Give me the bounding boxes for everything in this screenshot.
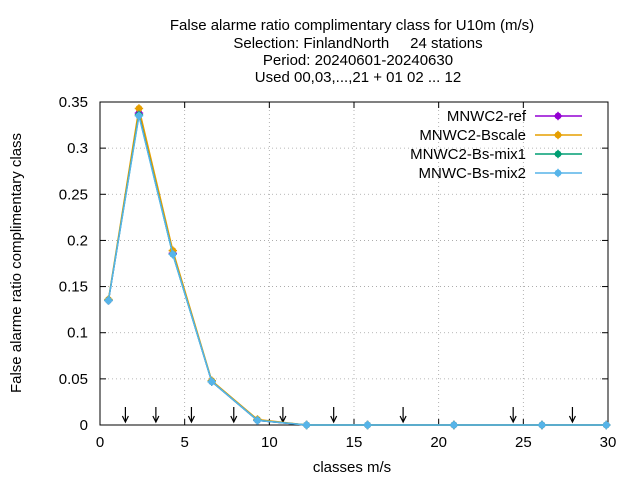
point-MNWC-Bs-mix2-2	[168, 250, 178, 259]
y-tick-label-0: 0	[80, 417, 88, 434]
x-tick-label-4: 20	[430, 434, 447, 451]
boundary-arrow-0	[121, 407, 129, 424]
y-tick-label-2: 0.1	[67, 325, 88, 342]
boundary-arrow-8	[568, 407, 576, 424]
legend: MNWC2-ref MNWC2-Bscale MNWC2-Bs-mix1 MNWC-B…	[410, 108, 582, 182]
title-line-4: Used 00,03,...,21 + 01 02 ... 12	[255, 69, 461, 86]
boundary-arrow-3	[230, 407, 238, 424]
chart-title: False alarme ratio complimentary class f…	[170, 17, 534, 86]
x-tick-label-5: 25	[515, 434, 532, 451]
legend-marker-MNWC2-Bs-mix1	[553, 149, 563, 159]
y-tick-label-3: 0.15	[59, 279, 88, 296]
title-line-2: Selection: FinlandNorth 24 stations	[233, 35, 482, 52]
point-MNWC-Bs-mix2-5	[302, 420, 311, 430]
legend-entry-MNWC2-ref: MNWC2-ref	[447, 108, 582, 125]
y-tick-label-7: 0.35	[59, 94, 88, 111]
legend-label-MNWC2-Bscale: MNWC2-Bscale	[419, 127, 526, 144]
boundary-arrow-6	[399, 407, 407, 424]
point-MNWC-Bs-mix2-3	[207, 377, 216, 386]
x-tick-label-2: 10	[261, 434, 278, 451]
class-boundary-arrows	[121, 407, 576, 424]
legend-label-MNWC-Bs-mix2: MNWC-Bs-mix2	[419, 165, 526, 182]
legend-entry-MNWC2-Bscale: MNWC2-Bscale	[419, 127, 582, 144]
point-MNWC-Bs-mix2-0	[104, 296, 113, 305]
y-tick-label-6: 0.3	[67, 140, 88, 157]
point-MNWC-Bs-mix2-1	[134, 111, 144, 121]
legend-marker-MNWC-Bs-mix2	[553, 168, 563, 178]
point-MNWC-Bs-mix2-8	[537, 420, 547, 430]
x-axis-label: classes m/s	[313, 459, 391, 476]
tick-labels: 0 5 10 15 20 25 30 0 0.05 0.1 0.15 0.2 0.25 0.3 0.35	[59, 94, 617, 451]
point-MNWC-Bs-mix2-9	[602, 420, 611, 430]
legend-marker-MNWC2-Bscale	[553, 130, 563, 140]
y-tick-label-4: 0.2	[67, 232, 88, 249]
legend-marker-MNWC2-ref	[553, 111, 563, 121]
y-tick-label-1: 0.05	[59, 371, 88, 388]
legend-label-MNWC2-ref: MNWC2-ref	[447, 108, 527, 125]
grid	[100, 102, 608, 425]
series-MNWC-Bs-mix2	[104, 111, 611, 430]
boundary-arrow-1	[152, 407, 160, 424]
title-line-3: Period: 20240601-20240630	[263, 52, 453, 69]
legend-entry-MNWC-Bs-mix2: MNWC-Bs-mix2	[419, 165, 582, 182]
series	[104, 104, 611, 430]
y-axis-label: False alarme ratio complimentary class	[8, 133, 25, 393]
series-line-MNWC-Bs-mix2	[107, 115, 607, 426]
point-MNWC-Bs-mix2-4	[253, 416, 262, 425]
y-tick-label-5: 0.25	[59, 186, 88, 203]
legend-entry-MNWC2-Bs-mix1: MNWC2-Bs-mix1	[410, 146, 582, 163]
boundary-arrow-5	[330, 407, 338, 424]
x-tick-label-1: 5	[180, 434, 188, 451]
series-line-MNWC2-ref	[107, 112, 607, 426]
series-MNWC2-Bs-mix1	[104, 110, 611, 430]
boundary-arrow-7	[509, 407, 517, 424]
x-tick-label-0: 0	[96, 434, 104, 451]
x-tick-label-3: 15	[346, 434, 363, 451]
series-MNWC2-ref	[104, 108, 611, 430]
x-tick-label-6: 30	[600, 434, 617, 451]
point-MNWC-Bs-mix2-6	[363, 420, 372, 430]
legend-label-MNWC2-Bs-mix1: MNWC2-Bs-mix1	[410, 146, 526, 163]
series-line-MNWC2-Bscale	[107, 108, 607, 426]
series-MNWC2-Bscale	[104, 104, 611, 430]
series-line-MNWC2-Bs-mix1	[107, 114, 607, 426]
boundary-arrow-4	[279, 407, 287, 424]
boundary-arrow-2	[187, 407, 195, 424]
point-MNWC-Bs-mix2-7	[449, 420, 459, 430]
title-line-1: False alarme ratio complimentary class f…	[170, 17, 534, 34]
